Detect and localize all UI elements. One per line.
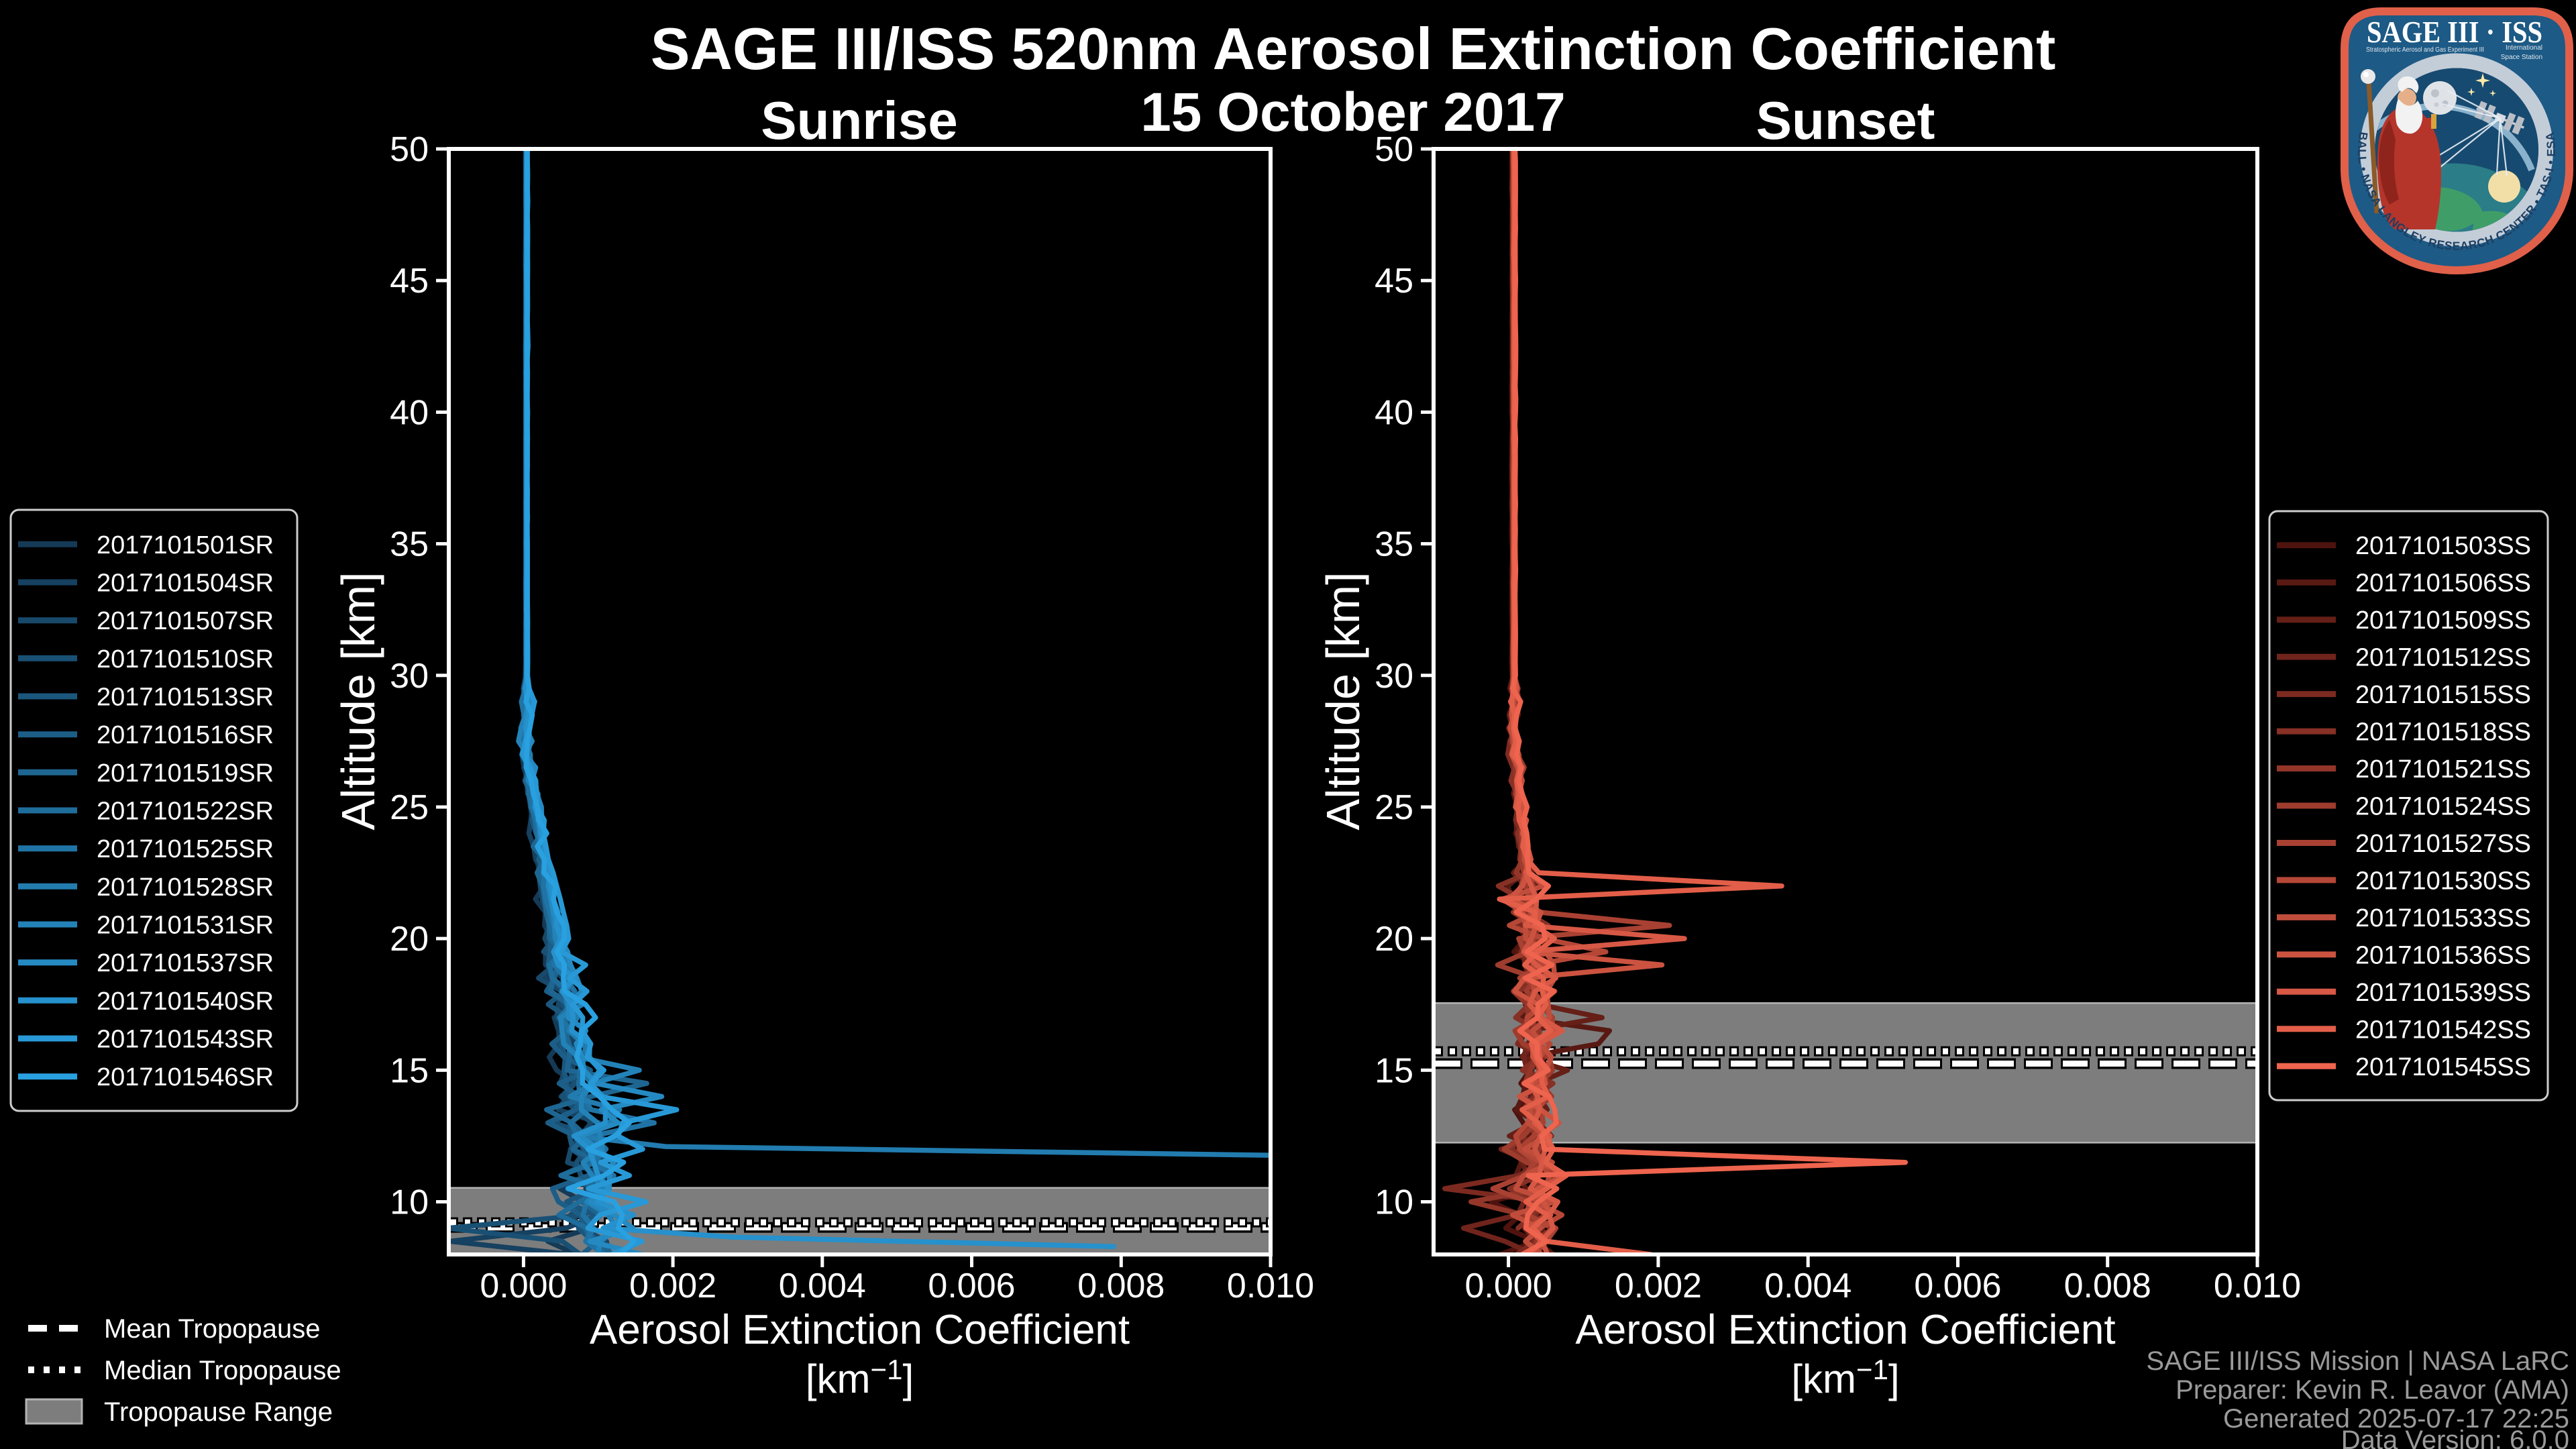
- svg-text:35: 35: [1375, 525, 1413, 564]
- svg-text:45: 45: [1375, 262, 1413, 301]
- svg-text:2017101503SS: 2017101503SS: [2355, 532, 2531, 560]
- svg-text:10: 10: [1375, 1183, 1413, 1222]
- svg-text:2017101528SR: 2017101528SR: [97, 873, 274, 902]
- svg-text:Altitude [km]: Altitude [km]: [332, 572, 384, 830]
- svg-text:0.006: 0.006: [928, 1267, 1015, 1305]
- svg-text:Sunrise: Sunrise: [761, 91, 957, 150]
- svg-text:45: 45: [390, 262, 429, 301]
- svg-text:30: 30: [1375, 657, 1413, 696]
- svg-text:2017101516SR: 2017101516SR: [97, 721, 274, 749]
- svg-text:2017101542SS: 2017101542SS: [2355, 1016, 2531, 1044]
- svg-text:15 October 2017: 15 October 2017: [1140, 82, 1566, 143]
- svg-text:15: 15: [390, 1051, 429, 1090]
- svg-text:Generated 2025-07-17 22:25: Generated 2025-07-17 22:25: [2223, 1404, 2569, 1434]
- svg-text:2017101539SS: 2017101539SS: [2355, 979, 2531, 1007]
- svg-text:2017101509SS: 2017101509SS: [2355, 606, 2531, 635]
- svg-text:20: 20: [1375, 920, 1413, 959]
- svg-text:Space Station: Space Station: [2501, 54, 2542, 61]
- svg-text:2017101543SR: 2017101543SR: [97, 1026, 274, 1054]
- svg-text:40: 40: [390, 393, 429, 432]
- svg-text:SAGE III/ISS 520nm Aerosol Ext: SAGE III/ISS 520nm Aerosol Extinction Co…: [651, 15, 2056, 82]
- svg-text:Mean Tropopause: Mean Tropopause: [104, 1314, 320, 1344]
- svg-text:2017101527SS: 2017101527SS: [2355, 830, 2531, 858]
- svg-text:25: 25: [1375, 788, 1413, 827]
- svg-text:25: 25: [390, 788, 429, 827]
- svg-text:2017101536SS: 2017101536SS: [2355, 941, 2531, 969]
- svg-text:Data Version: 6.0.0: Data Version: 6.0.0: [2341, 1426, 2569, 1449]
- svg-text:2017101530SS: 2017101530SS: [2355, 867, 2531, 895]
- svg-text:Median Tropopause: Median Tropopause: [104, 1356, 341, 1385]
- svg-text:0.004: 0.004: [779, 1267, 866, 1305]
- svg-text:2017101501SR: 2017101501SR: [97, 531, 274, 559]
- svg-text:40: 40: [1375, 393, 1413, 432]
- svg-text:0.006: 0.006: [1914, 1267, 2001, 1305]
- svg-text:2017101537SR: 2017101537SR: [97, 949, 274, 977]
- svg-text:50: 50: [1375, 130, 1413, 169]
- svg-text:0.004: 0.004: [1764, 1267, 1851, 1305]
- svg-text:35: 35: [390, 525, 429, 564]
- svg-text:Tropopause Range: Tropopause Range: [104, 1397, 333, 1427]
- svg-text:Stratospheric Aerosol and Gas: Stratospheric Aerosol and Gas Experiment…: [2366, 46, 2484, 54]
- svg-text:SAGE III · ISS: SAGE III · ISS: [2367, 15, 2542, 49]
- svg-text:2017101518SS: 2017101518SS: [2355, 718, 2531, 747]
- svg-text:2017101524SS: 2017101524SS: [2355, 793, 2531, 821]
- svg-text:2017101525SR: 2017101525SR: [97, 835, 274, 863]
- svg-text:Sunset: Sunset: [1756, 91, 1935, 150]
- svg-text:2017101522SR: 2017101522SR: [97, 798, 274, 826]
- svg-text:2017101513SR: 2017101513SR: [97, 684, 274, 712]
- svg-text:15: 15: [1375, 1051, 1413, 1090]
- svg-text:50: 50: [390, 130, 429, 169]
- svg-text:30: 30: [390, 657, 429, 696]
- svg-text:2017101519SR: 2017101519SR: [97, 759, 274, 788]
- svg-text:10: 10: [390, 1183, 429, 1222]
- svg-text:2017101515SS: 2017101515SS: [2355, 681, 2531, 709]
- svg-text:0.008: 0.008: [2064, 1267, 2151, 1305]
- svg-text:2017101531SR: 2017101531SR: [97, 912, 274, 940]
- svg-text:International: International: [2506, 44, 2542, 52]
- svg-text:0.000: 0.000: [1465, 1267, 1552, 1305]
- svg-text:2017101533SS: 2017101533SS: [2355, 904, 2531, 932]
- svg-text:0.002: 0.002: [1615, 1267, 1702, 1305]
- svg-text:2017101540SR: 2017101540SR: [97, 987, 274, 1016]
- svg-text:2017101521SS: 2017101521SS: [2355, 755, 2531, 784]
- svg-text:Altitude [km]: Altitude [km]: [1317, 572, 1369, 830]
- svg-text:Aerosol Extinction Coefficient: Aerosol Extinction Coefficient: [590, 1307, 1130, 1353]
- svg-text:0.000: 0.000: [480, 1267, 567, 1305]
- svg-text:Aerosol Extinction Coefficient: Aerosol Extinction Coefficient: [1575, 1307, 2115, 1353]
- svg-text:2017101507SR: 2017101507SR: [97, 607, 274, 635]
- svg-text:0.010: 0.010: [2214, 1267, 2301, 1305]
- svg-text:0.008: 0.008: [1077, 1267, 1165, 1305]
- svg-text:2017101512SS: 2017101512SS: [2355, 644, 2531, 672]
- svg-text:2017101545SS: 2017101545SS: [2355, 1053, 2531, 1081]
- svg-text:Preparer: Kevin R. Leavor (AMA: Preparer: Kevin R. Leavor (AMA): [2176, 1375, 2569, 1405]
- svg-text:2017101546SR: 2017101546SR: [97, 1063, 274, 1091]
- svg-text:0.010: 0.010: [1227, 1267, 1314, 1305]
- svg-text:0.002: 0.002: [629, 1267, 716, 1305]
- svg-text:20: 20: [390, 920, 429, 959]
- svg-text:2017101506SS: 2017101506SS: [2355, 570, 2531, 598]
- svg-text:2017101510SR: 2017101510SR: [97, 645, 274, 674]
- svg-text:2017101504SR: 2017101504SR: [97, 570, 274, 598]
- svg-text:SAGE III/ISS Mission | NASA La: SAGE III/ISS Mission | NASA LaRC: [2146, 1346, 2569, 1376]
